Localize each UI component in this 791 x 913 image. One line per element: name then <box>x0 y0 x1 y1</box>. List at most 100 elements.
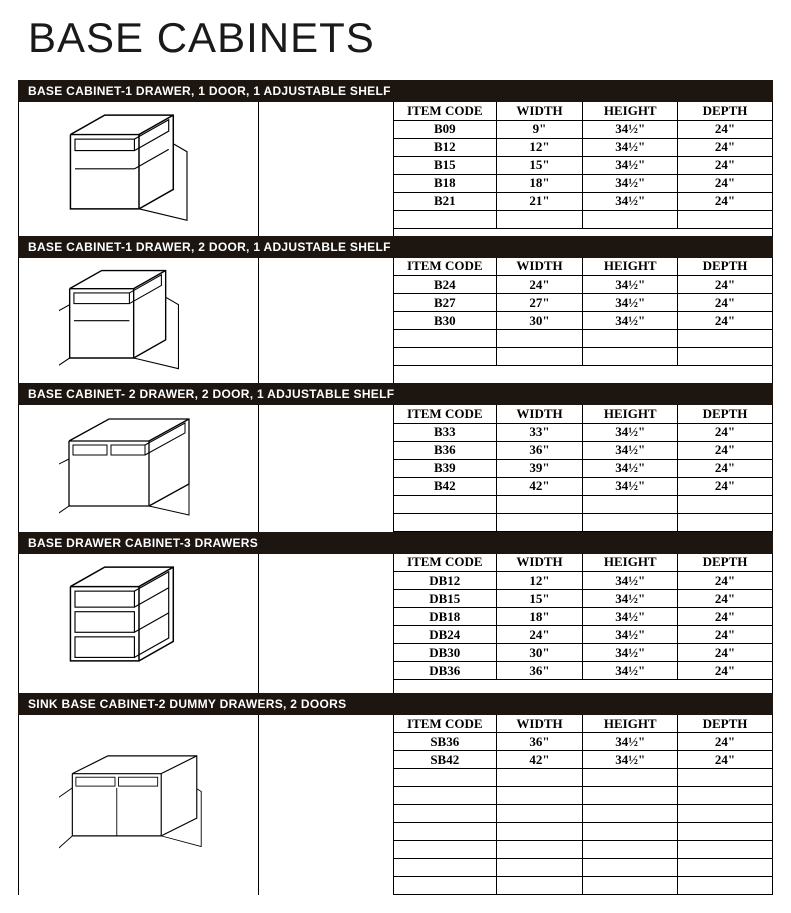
cell-empty <box>394 823 496 841</box>
cell-depth: 24" <box>677 751 772 769</box>
column-header: DEPTH <box>677 102 772 120</box>
cell-width: 42" <box>496 751 583 769</box>
cell-depth: 24" <box>677 477 772 495</box>
cell-width: 36" <box>496 733 583 751</box>
table-row: B1515"34½"24" <box>394 156 772 174</box>
cell-width: 18" <box>496 608 583 626</box>
table-row: B2424"34½"24" <box>394 276 772 294</box>
cell-empty <box>583 348 678 366</box>
cell-empty <box>677 841 772 859</box>
cell-code: DB12 <box>394 572 496 590</box>
column-header: ITEM CODE <box>394 405 496 423</box>
cell-empty <box>394 210 496 228</box>
cell-empty <box>394 513 496 531</box>
cell-code: B09 <box>394 120 496 138</box>
column-header: HEIGHT <box>583 554 678 572</box>
column-header: WIDTH <box>496 258 583 276</box>
cell-width: 36" <box>496 441 583 459</box>
cell-code: SB36 <box>394 733 496 751</box>
column-header: HEIGHT <box>583 102 678 120</box>
table-row: B1212"34½"24" <box>394 138 772 156</box>
section-body: ITEM CODEWIDTHHEIGHTDEPTHB3333"34½"24"B3… <box>18 405 773 532</box>
cell-empty <box>394 805 496 823</box>
cell-height: 34½" <box>583 423 678 441</box>
cell-width: 42" <box>496 477 583 495</box>
cell-empty <box>677 348 772 366</box>
cell-code: B36 <box>394 441 496 459</box>
cell-empty <box>583 805 678 823</box>
spacer-column <box>259 102 394 236</box>
cell-depth: 24" <box>677 459 772 477</box>
cell-code: B15 <box>394 156 496 174</box>
cell-empty <box>677 210 772 228</box>
cabinet-illustration <box>19 554 259 693</box>
cell-width: 21" <box>496 192 583 210</box>
section-body: ITEM CODEWIDTHHEIGHTDEPTHB099"34½"24"B12… <box>18 102 773 236</box>
spacer-column <box>259 715 394 896</box>
table-row: SB4242"34½"24" <box>394 751 772 769</box>
cell-empty <box>394 495 496 513</box>
column-header: DEPTH <box>677 258 772 276</box>
table-row: DB3030"34½"24" <box>394 644 772 662</box>
cell-width: 24" <box>496 276 583 294</box>
cell-height: 34½" <box>583 572 678 590</box>
cell-width: 18" <box>496 174 583 192</box>
cell-height: 34½" <box>583 276 678 294</box>
cell-empty <box>583 769 678 787</box>
table-row: DB1818"34½"24" <box>394 608 772 626</box>
cell-code: DB30 <box>394 644 496 662</box>
cabinet-illustration <box>19 715 259 896</box>
cell-height: 34½" <box>583 626 678 644</box>
cell-empty <box>496 823 583 841</box>
cell-empty <box>583 787 678 805</box>
cell-code: DB36 <box>394 662 496 680</box>
table-row-empty <box>394 330 772 348</box>
section-header: BASE CABINET- 2 DRAWER, 2 DOOR, 1 ADJUST… <box>18 383 773 405</box>
cell-depth: 24" <box>677 276 772 294</box>
table-row: B3636"34½"24" <box>394 441 772 459</box>
column-header: HEIGHT <box>583 258 678 276</box>
cell-width: 30" <box>496 312 583 330</box>
table-row: B2727"34½"24" <box>394 294 772 312</box>
cell-height: 34½" <box>583 294 678 312</box>
table-row: DB3636"34½"24" <box>394 662 772 680</box>
table-row: B4242"34½"24" <box>394 477 772 495</box>
cell-empty <box>496 495 583 513</box>
cell-empty <box>394 859 496 877</box>
column-header: DEPTH <box>677 405 772 423</box>
cell-code: B21 <box>394 192 496 210</box>
cell-empty <box>677 330 772 348</box>
cell-empty <box>496 330 583 348</box>
cell-empty <box>677 769 772 787</box>
table-row-empty <box>394 495 772 513</box>
cell-empty <box>677 823 772 841</box>
table-row-empty <box>394 877 772 895</box>
cell-code: B27 <box>394 294 496 312</box>
cell-code: DB24 <box>394 626 496 644</box>
table-row-empty <box>394 859 772 877</box>
cell-code: SB42 <box>394 751 496 769</box>
column-header: ITEM CODE <box>394 554 496 572</box>
cell-width: 12" <box>496 572 583 590</box>
table-row-empty <box>394 787 772 805</box>
cell-empty <box>496 877 583 895</box>
column-header: ITEM CODE <box>394 258 496 276</box>
column-header: ITEM CODE <box>394 715 496 733</box>
cell-height: 34½" <box>583 733 678 751</box>
cell-width: 39" <box>496 459 583 477</box>
cell-code: DB18 <box>394 608 496 626</box>
section-header: BASE DRAWER CABINET-3 DRAWERS <box>18 532 773 554</box>
cell-empty <box>583 210 678 228</box>
cell-empty <box>394 877 496 895</box>
cell-height: 34½" <box>583 174 678 192</box>
cell-empty <box>583 841 678 859</box>
section-body: ITEM CODEWIDTHHEIGHTDEPTHDB1212"34½"24"D… <box>18 554 773 693</box>
cell-code: B33 <box>394 423 496 441</box>
cell-empty <box>677 805 772 823</box>
column-header: WIDTH <box>496 405 583 423</box>
cell-height: 34½" <box>583 459 678 477</box>
table-row: B1818"34½"24" <box>394 174 772 192</box>
cell-empty <box>677 859 772 877</box>
cell-width: 33" <box>496 423 583 441</box>
cell-depth: 24" <box>677 590 772 608</box>
